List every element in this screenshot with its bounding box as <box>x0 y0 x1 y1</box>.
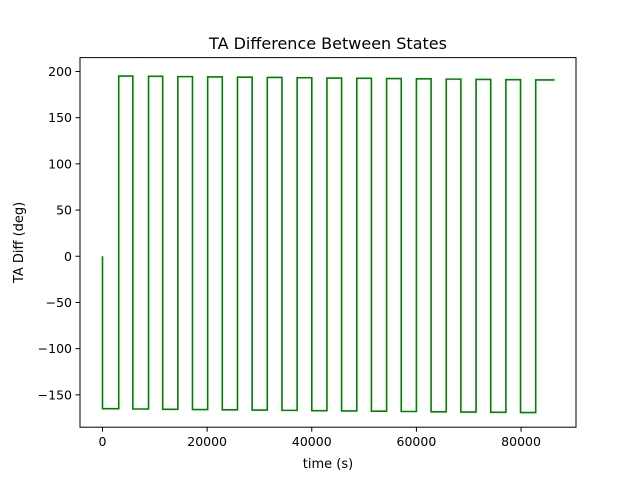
series-line-0 <box>101 75 555 414</box>
y-tick-label: 50 <box>56 203 72 218</box>
series-layer <box>101 75 555 414</box>
y-tick-label: −150 <box>38 387 72 402</box>
x-tick-label: 60000 <box>397 434 437 449</box>
y-tick-label: 0 <box>64 249 72 264</box>
y-tick-label: −100 <box>38 341 72 356</box>
plot-frame <box>79 57 577 428</box>
x-axis-ticks: 0 20000 40000 60000 80000 <box>99 427 541 449</box>
y-tick-label: 100 <box>48 156 72 171</box>
x-tick-label: 80000 <box>501 434 541 449</box>
x-tick-label: 20000 <box>187 434 227 449</box>
chart-title: TA Difference Between States <box>208 34 447 53</box>
x-axis-label: time (s) <box>303 457 353 472</box>
y-axis-ticks: −150 −100 −50 0 50 100 150 200 <box>38 64 80 402</box>
y-axis-label: TA Diff (deg) <box>12 202 27 284</box>
y-tick-label: −50 <box>46 295 72 310</box>
x-tick-label: 0 <box>99 434 107 449</box>
y-tick-label: 150 <box>48 110 72 125</box>
x-tick-label: 40000 <box>292 434 332 449</box>
y-tick-label: 200 <box>48 64 72 79</box>
